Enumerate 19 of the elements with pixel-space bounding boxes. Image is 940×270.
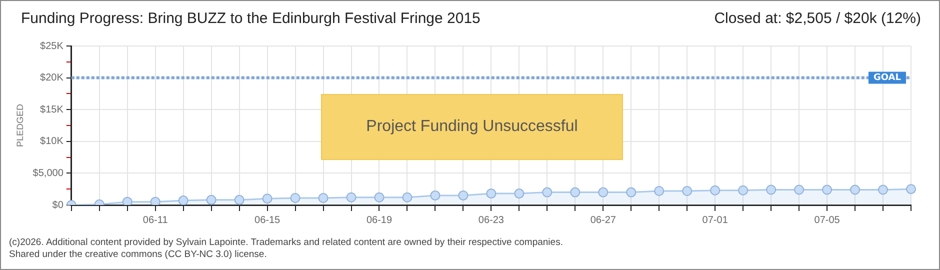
ref-line-label: GOAL bbox=[874, 73, 902, 84]
y-tick-label: $0 bbox=[52, 200, 64, 211]
x-tick-label: 07-01 bbox=[702, 214, 728, 226]
y-axis-title: PLEDGED bbox=[14, 103, 25, 148]
x-tick-label: 06-19 bbox=[366, 214, 392, 226]
y-tick-label: $20K bbox=[40, 72, 64, 84]
chart-title: Funding Progress: Bring BUZZ to the Edinburgh Festival Fringe 2015 bbox=[21, 10, 480, 27]
x-tick-label: 06-11 bbox=[142, 214, 168, 226]
x-tick-label: 06-27 bbox=[590, 214, 616, 226]
text: (c)2026. Additional content provided by Sylvain Lapointe. Trademarks and related content are owned by their respective companies. bbox=[9, 237, 563, 249]
text: Shared under the creative commons (CC BY-NC 3.0) license. bbox=[9, 249, 268, 261]
x-tick-label: 06-23 bbox=[478, 214, 504, 226]
y-tick-label: $15K bbox=[40, 104, 64, 116]
y-tick-label: $10K bbox=[40, 136, 64, 148]
y-tick-label: $5,000 bbox=[32, 168, 64, 179]
y-tick-label: $25K bbox=[40, 40, 64, 52]
x-tick-label: 07-05 bbox=[814, 214, 840, 226]
x-tick-label: 06-15 bbox=[254, 214, 281, 226]
chart-subtitle: Closed at: $2,505 / $20k (12%) bbox=[714, 10, 921, 27]
